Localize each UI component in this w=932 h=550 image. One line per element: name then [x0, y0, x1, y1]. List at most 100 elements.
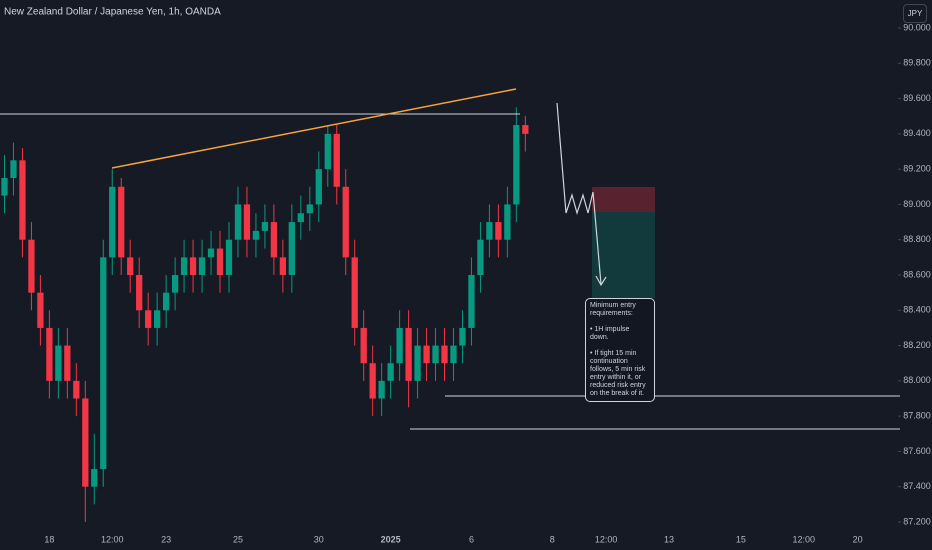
- candle-body: [162, 292, 170, 311]
- candle-body: [342, 186, 349, 258]
- candle-body: [495, 222, 502, 240]
- candle-body: [279, 257, 287, 275]
- projection-path: [556, 102, 602, 285]
- y-tick-label: 87.600: [903, 446, 931, 456]
- candle-body: [207, 248, 215, 258]
- candle-body: [324, 133, 331, 170]
- candle-body: [82, 398, 89, 487]
- candle-body: [270, 222, 278, 258]
- candle-body: [127, 257, 134, 275]
- candle-body: [468, 275, 475, 328]
- candle-body: [522, 125, 529, 134]
- candle-body: [189, 257, 197, 275]
- x-tick-label: 23: [161, 534, 171, 544]
- candle-body: [405, 327, 412, 381]
- y-tick-label: 88.000: [903, 375, 931, 385]
- candle-body: [234, 204, 242, 240]
- candle-body: [171, 275, 179, 293]
- candle-body: [306, 204, 313, 214]
- candle-body: [10, 160, 17, 178]
- candle-body: [477, 239, 484, 275]
- candle-body: [396, 327, 403, 364]
- candle-body: [154, 310, 161, 328]
- candle-body: [360, 327, 367, 364]
- candle-body: [486, 222, 493, 240]
- candle-body: [297, 213, 304, 223]
- candle-body: [441, 345, 448, 364]
- candle-body: [450, 345, 457, 364]
- y-tick-label: 89.600: [903, 93, 931, 103]
- candle-body: [136, 275, 143, 311]
- candle-body: [1, 177, 8, 196]
- candle-body: [423, 345, 430, 364]
- y-tick-label: 88.400: [903, 305, 931, 315]
- annotation-callout: Minimum entry requirements: • 1H impulse…: [585, 298, 655, 402]
- candle-body: [109, 186, 116, 258]
- candle-body: [91, 469, 98, 487]
- x-tick-label: 2025: [381, 534, 401, 544]
- x-tick-label: 13: [664, 534, 674, 544]
- candle-body: [459, 327, 466, 346]
- candle-body: [387, 363, 394, 381]
- x-tick-label: 12:00: [101, 534, 124, 544]
- projection-arrow: [595, 275, 607, 287]
- candle-body: [315, 169, 322, 205]
- candles: [1, 107, 529, 522]
- drawings: [0, 88, 900, 430]
- candle-body: [37, 292, 44, 328]
- candle-body: [198, 257, 206, 275]
- y-tick-label: 89.800: [903, 58, 931, 68]
- x-tick-label: 25: [233, 534, 243, 544]
- y-tick-label: 89.000: [903, 199, 931, 209]
- x-tick-label: 30: [314, 534, 324, 544]
- candle-body: [378, 380, 385, 399]
- candle-body: [100, 257, 107, 470]
- candle-body: [432, 345, 439, 364]
- candle-body: [118, 186, 125, 258]
- y-tick-label: 90.000: [903, 22, 931, 32]
- candle-body: [180, 257, 188, 275]
- x-tick-label: 18: [44, 534, 54, 544]
- x-tick-label: 12:00: [595, 534, 618, 544]
- candle-body: [504, 204, 511, 240]
- chart-title: New Zealand Dollar / Japanese Yen, 1h, O…: [4, 7, 221, 18]
- x-tick-label: 6: [469, 534, 474, 544]
- x-tick-label: 12:00: [792, 534, 815, 544]
- y-tick-label: 88.200: [903, 340, 931, 350]
- x-tick-label: 8: [550, 534, 555, 544]
- candle-body: [225, 239, 233, 275]
- y-tick-label: 87.800: [903, 411, 931, 421]
- candle-body: [73, 380, 80, 399]
- candle-body: [288, 222, 295, 275]
- candle-body: [19, 160, 26, 240]
- candle-body: [513, 125, 520, 205]
- candle-body: [351, 257, 358, 328]
- y-tick-label: 88.600: [903, 269, 931, 279]
- candle-body: [414, 345, 421, 381]
- x-tick-label: 20: [853, 534, 863, 544]
- candle-body: [145, 310, 152, 328]
- y-tick-label: 87.200: [903, 516, 931, 526]
- annotation-heading: Minimum entry requirements:: [590, 302, 636, 317]
- candle-body: [64, 345, 71, 381]
- candle-body: [333, 133, 340, 187]
- currency-button[interactable]: JPY: [903, 4, 927, 23]
- stop-zone: [592, 187, 655, 212]
- annotation-bullet: • 1H impulse down.: [590, 326, 630, 341]
- candle-body: [369, 363, 376, 399]
- candle-body: [261, 222, 269, 231]
- candle-body: [252, 230, 260, 240]
- candle-body: [243, 204, 251, 240]
- candle-body: [216, 248, 224, 275]
- annotation-bullet: • If tight 15 min continuation follows, …: [590, 350, 646, 397]
- x-tick-label: 15: [736, 534, 746, 544]
- y-tick-label: 88.800: [903, 234, 931, 244]
- y-tick-label: 87.400: [903, 481, 931, 491]
- trend-line: [111, 88, 517, 169]
- candle-body: [28, 239, 35, 293]
- candle-body: [55, 345, 62, 381]
- y-tick-label: 89.200: [903, 164, 931, 174]
- y-tick-label: 89.400: [903, 128, 931, 138]
